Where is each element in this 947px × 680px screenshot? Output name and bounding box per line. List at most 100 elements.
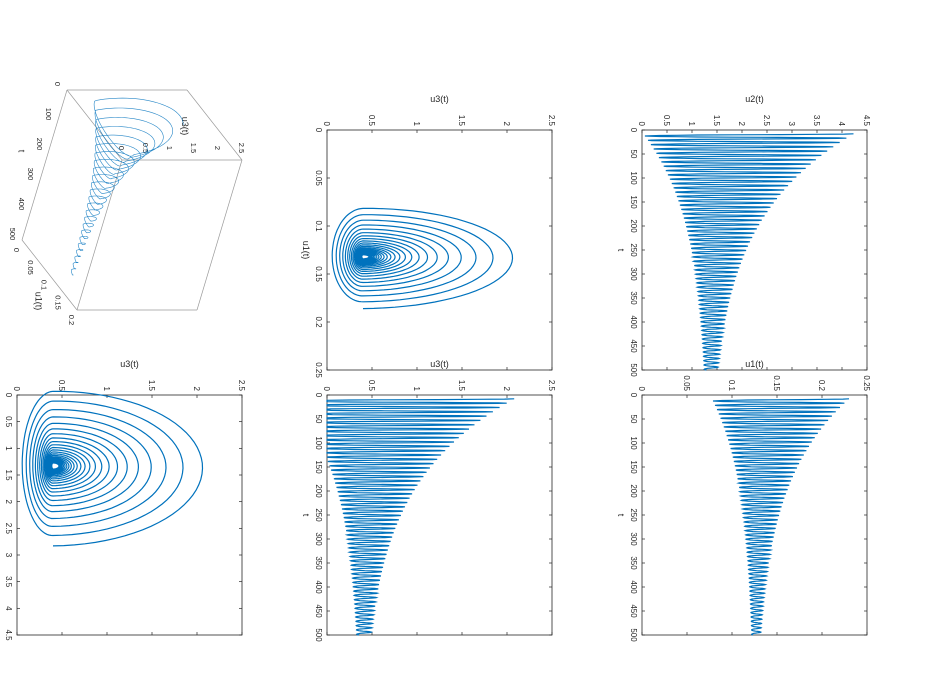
y-tick-label: 0.5 (662, 115, 671, 127)
y-tick-label: 2 (192, 387, 201, 392)
axes-box (326, 129, 553, 371)
y-tick-label: 2.5 (547, 115, 556, 127)
x-tick-label: 450 (629, 339, 638, 353)
x-tick-label: 300 (629, 267, 638, 281)
y-tick-label: 0.5 (57, 380, 66, 392)
y-tick-label: 3 (787, 122, 796, 127)
box-edge (21, 89, 68, 241)
x-tick-label: 2.5 (4, 523, 13, 535)
y-tick-label: 0.25 (862, 375, 871, 391)
series-line (331, 207, 514, 310)
x-tick-label: 500 (629, 628, 638, 642)
box-edge (186, 89, 243, 161)
x-tick-label: 0.2 (314, 316, 323, 328)
series-line (712, 398, 850, 636)
x-tick-label: 300 (629, 532, 638, 546)
tick-label: 1 (165, 146, 174, 150)
tick-label: 0 (53, 82, 62, 86)
x-tick-label: 50 (314, 415, 323, 424)
x-tick-label: 0 (314, 128, 323, 133)
tick-label: 100 (44, 108, 53, 121)
x-tick-label: 250 (629, 508, 638, 522)
y-tick-label: 0.5 (367, 380, 376, 392)
x-tick-label: 200 (629, 484, 638, 498)
y-tick-label: 1.5 (712, 115, 721, 127)
y-tick-label: 0 (637, 387, 646, 392)
y-tick-label: 2 (502, 122, 511, 127)
chart-p2: 0 50 100 150 200 250 300 350 400 450 500 0 0.5 1 1.5 2 2… (616, 94, 871, 377)
y-tick-label: 2.5 (237, 380, 246, 392)
tick-label: 0.05 (26, 260, 35, 275)
x-axis-label: u1(t) (301, 241, 311, 260)
chart-p5: 00.511.522.533.544.500.511.522.5u2(t)u3(… (0, 359, 246, 641)
x-axis-label: t (301, 514, 311, 517)
y-axis-label: u3(t) (120, 359, 139, 369)
tick-label: 400 (17, 198, 26, 211)
x-tick-label: 3 (4, 553, 13, 558)
tick-label: 500 (8, 228, 17, 241)
x-tick-label: 1.5 (4, 469, 13, 481)
x-tick-label: 350 (629, 556, 638, 570)
chart-p6: 0 100 200 300 400 500 0 0.05 0.1 0.15 0.2 0 0.5 1 1.5 2… (8, 82, 246, 325)
x-tick-label: 0.25 (314, 362, 323, 378)
x-tick-label: 450 (629, 604, 638, 618)
x-tick-label: 0 (4, 393, 13, 398)
tick-label: 0.2 (67, 315, 76, 325)
y-axis-label: u1(t) (745, 359, 764, 369)
tick-label: 0.5 (141, 143, 150, 153)
y-tick-label: 1 (102, 387, 111, 392)
x-tick-label: 0.1 (314, 220, 323, 232)
x-tick-label: 0.15 (314, 266, 323, 282)
x-tick-label: 200 (314, 484, 323, 498)
x-tick-label: 100 (629, 436, 638, 450)
y-tick-label: 0 (637, 122, 646, 127)
y-tick-label: 0.2 (817, 380, 826, 392)
x-tick-label: 400 (314, 580, 323, 594)
tick-label: 300 (26, 168, 35, 181)
box-edge (21, 239, 78, 311)
x-tick-label: 0.05 (314, 170, 323, 186)
y-tick-label: 0 (12, 387, 21, 392)
x-tick-label: 350 (314, 556, 323, 570)
axes-box (16, 394, 243, 636)
x-tick-label: 500 (629, 363, 638, 377)
tick-label: 2 (213, 146, 222, 150)
y-tick-label: 2 (737, 122, 746, 127)
x-tick-label: 400 (629, 580, 638, 594)
y-tick-label: 2.5 (762, 115, 771, 127)
x-tick-label: 200 (629, 219, 638, 233)
x-tick-label: 150 (314, 460, 323, 474)
y-tick-label: 2.5 (547, 380, 556, 392)
y-tick-label: 2 (502, 387, 511, 392)
y-tick-label: 0 (322, 387, 331, 392)
x-tick-label: 400 (629, 315, 638, 329)
x-tick-label: 4.5 (4, 629, 13, 641)
y-tick-label: 1.5 (457, 115, 466, 127)
y-tick-label: 0.1 (727, 380, 736, 392)
y-axis-label: u2(t) (745, 94, 764, 104)
x-tick-label: 100 (314, 436, 323, 450)
y-tick-label: 0.05 (682, 375, 691, 391)
x-tick-label: 4 (4, 606, 13, 611)
y-axis-label: u3(t) (430, 359, 449, 369)
tick-label: 2.5 (237, 143, 246, 153)
x-axis-label: t (616, 249, 626, 252)
x-tick-label: 250 (629, 243, 638, 257)
y-tick-label: 1 (412, 387, 421, 392)
z-axis-label: u3(t) (180, 117, 190, 136)
y-tick-label: 4 (837, 122, 846, 127)
x-tick-label: 3.5 (4, 576, 13, 588)
y-tick-label: 4.5 (862, 115, 871, 127)
x-tick-label: 150 (629, 195, 638, 209)
tick-label: 0.1 (40, 280, 49, 290)
y-tick-label: 1.5 (457, 380, 466, 392)
chart-p3: 0 50 100 150 200 250 300 350 400 450 500 0 0.5 1 1.5 2 2… (301, 359, 556, 642)
series-line (644, 133, 854, 371)
x-tick-label: 250 (314, 508, 323, 522)
tick-label: 0.15 (53, 295, 62, 310)
y-tick-label: 3.5 (812, 115, 821, 127)
x-tick-label: 100 (629, 171, 638, 185)
x-axis-label: u2(t) (0, 506, 1, 525)
x-tick-label: 150 (629, 460, 638, 474)
box-edge (66, 89, 123, 161)
